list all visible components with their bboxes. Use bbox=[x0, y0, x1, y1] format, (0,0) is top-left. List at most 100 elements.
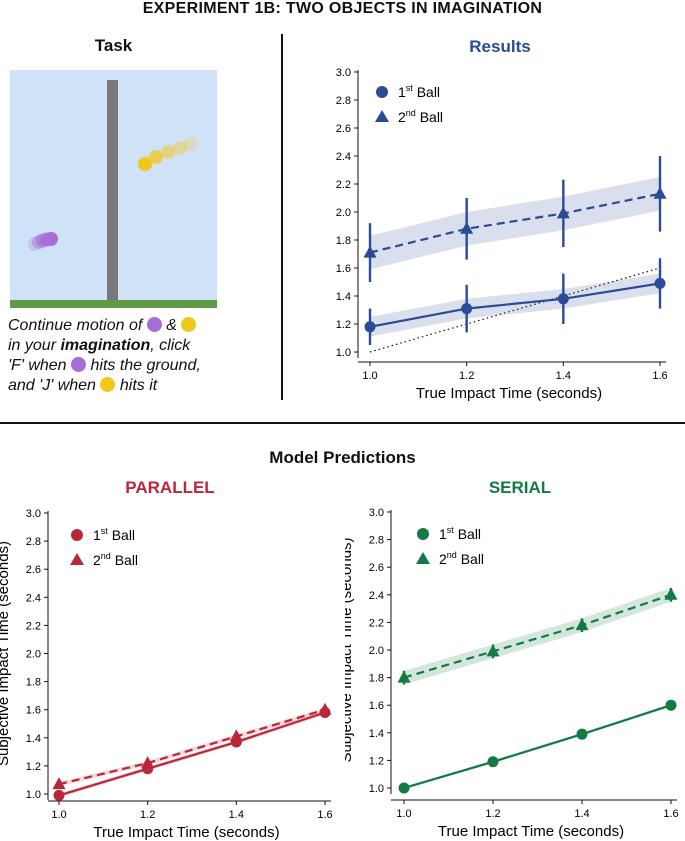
legend-first-ball-label: 1st Ball bbox=[439, 525, 481, 542]
second-ball-point bbox=[229, 729, 243, 742]
task-scene-illustration bbox=[10, 80, 217, 308]
x-axis-label: True Impact Time (seconds) bbox=[438, 823, 624, 840]
y-tick-label: 1.8 bbox=[369, 673, 384, 685]
y-tick-label: 1.0 bbox=[369, 783, 384, 795]
second-ball-line bbox=[403, 593, 672, 679]
first-ball-point bbox=[557, 293, 569, 305]
results-chart: 1.0 1.2 1.4 1.6 1.8 2.0 2.2 2.4 2.6 2.8 3.0 1.0 1.2 1… bbox=[336, 67, 668, 402]
y-tick-label: 2.4 bbox=[369, 590, 384, 602]
y-axis-label: Subjective Impact Time (seconds) bbox=[345, 537, 355, 762]
second-ball-line bbox=[58, 708, 326, 786]
first-ball-point bbox=[398, 782, 410, 794]
y-tick-label: 1.4 bbox=[369, 728, 384, 740]
y-axis-label: Subjective Impact Time (seconds) bbox=[0, 541, 12, 766]
x-axis-label: True Impact Time (seconds) bbox=[416, 385, 602, 402]
first-ball-band bbox=[370, 273, 660, 337]
y-tick-label: 1.4 bbox=[336, 291, 351, 303]
purple-ball bbox=[44, 232, 58, 246]
legend-second-ball-marker bbox=[375, 110, 389, 122]
x-tick-label: 1.6 bbox=[317, 809, 332, 821]
legend-second-ball-label: 2nd Ball bbox=[439, 550, 484, 567]
parallel-chart: 1.0 1.2 1.4 1.6 1.8 2.0 2.2 2.4 2.6 2.8 3.0 1.0 1.2 1… bbox=[0, 508, 333, 841]
first-ball-point bbox=[364, 321, 376, 333]
purple-ball-trail bbox=[28, 232, 58, 251]
y-tick-label: 2.0 bbox=[336, 207, 351, 219]
first-ball-point bbox=[461, 303, 473, 315]
x-tick-label: 1.4 bbox=[229, 809, 244, 821]
pole bbox=[107, 80, 118, 302]
y-tick-label: 1.6 bbox=[26, 705, 41, 717]
y-tick-label: 2.6 bbox=[336, 123, 351, 135]
legend-first-ball-label: 1st Ball bbox=[93, 526, 135, 543]
first-ball-line bbox=[58, 711, 326, 797]
legend-first-ball-marker bbox=[376, 86, 388, 98]
x-tick-label: 1.2 bbox=[459, 370, 474, 382]
first-ball-point bbox=[576, 728, 588, 740]
y-tick-label: 2.6 bbox=[26, 564, 41, 576]
x-tick-label: 1.0 bbox=[362, 370, 377, 382]
y-tick-label: 1.0 bbox=[26, 789, 41, 801]
second-ball-point bbox=[52, 777, 66, 790]
y-tick-label: 1.4 bbox=[26, 733, 41, 745]
legend-second-ball-marker bbox=[416, 552, 430, 564]
y-tick-label: 2.0 bbox=[26, 649, 41, 661]
results-title: Results bbox=[469, 37, 531, 56]
legend-second-ball-label: 2nd Ball bbox=[398, 108, 443, 125]
y-tick-label: 1.8 bbox=[336, 235, 351, 247]
serial-title: SERIAL bbox=[488, 478, 552, 497]
x-tick-label: 1.6 bbox=[652, 370, 667, 382]
y-tick-label: 2.2 bbox=[369, 617, 384, 629]
second-ball-band bbox=[59, 707, 325, 787]
x-tick-label: 1.4 bbox=[556, 370, 571, 382]
x-tick-label: 1.6 bbox=[663, 808, 678, 820]
x-tick-label: 1.0 bbox=[51, 809, 66, 821]
yellow-ball-trail bbox=[138, 137, 197, 171]
y-tick-label: 1.2 bbox=[26, 761, 41, 773]
y-tick-label: 1.0 bbox=[336, 347, 351, 359]
y-tick-label: 2.2 bbox=[26, 620, 41, 632]
y-tick-label: 1.8 bbox=[26, 677, 41, 689]
second-ball-band bbox=[370, 177, 660, 270]
purple-ball-icon bbox=[146, 317, 162, 332]
y-tick-label: 2.4 bbox=[26, 592, 41, 604]
x-axis-label: True Impact Time (seconds) bbox=[93, 824, 279, 841]
y-tick-label: 1.6 bbox=[369, 700, 384, 712]
y-tick-label: 2.8 bbox=[26, 536, 41, 548]
task-title: Task bbox=[94, 36, 133, 55]
legend-second-ball-marker bbox=[70, 553, 84, 565]
vertical-divider bbox=[281, 34, 283, 400]
first-ball-point bbox=[487, 756, 499, 768]
first-ball-point bbox=[654, 277, 666, 289]
second-ball-point bbox=[575, 618, 589, 631]
yellow-ball-icon bbox=[100, 377, 116, 392]
yellow-ball bbox=[138, 157, 152, 171]
y-tick-label: 2.2 bbox=[336, 179, 351, 191]
y-tick-label: 2.4 bbox=[336, 151, 351, 163]
serial-chart: 1.0 1.2 1.4 1.6 1.8 2.0 2.2 2.4 2.6 2.8 3.0 1.0 1.2 1… bbox=[345, 507, 679, 840]
y-tick-label: 2.8 bbox=[336, 95, 351, 107]
first-ball-line bbox=[369, 282, 661, 328]
second-ball-point bbox=[397, 670, 411, 683]
yellow-ball-icon bbox=[181, 317, 197, 332]
model-predictions-title: Model Predictions bbox=[269, 448, 416, 467]
x-tick-label: 1.0 bbox=[396, 808, 411, 820]
second-ball-band bbox=[404, 587, 671, 685]
second-ball-point bbox=[486, 644, 500, 657]
y-tick-label: 3.0 bbox=[336, 67, 351, 79]
y-tick-label: 3.0 bbox=[26, 508, 41, 520]
figure-title: EXPERIMENT 1B: TWO OBJECTS IN IMAGINATIO… bbox=[142, 0, 543, 17]
y-tick-label: 1.2 bbox=[369, 755, 384, 767]
ground bbox=[10, 300, 217, 308]
legend-first-ball-marker bbox=[417, 528, 429, 540]
first-ball-point bbox=[665, 699, 677, 711]
legend-first-ball-marker bbox=[71, 529, 83, 541]
x-tick-label: 1.2 bbox=[140, 809, 155, 821]
y-tick-label: 3.0 bbox=[369, 507, 384, 519]
y-tick-label: 1.2 bbox=[336, 319, 351, 331]
legend-second-ball-label: 2nd Ball bbox=[93, 551, 138, 568]
y-tick-label: 2.8 bbox=[369, 535, 384, 547]
second-ball-point bbox=[363, 245, 377, 258]
task-caption: Continue motion of & in your imagination… bbox=[8, 317, 201, 394]
first-ball-line bbox=[403, 704, 672, 790]
second-ball-point bbox=[556, 206, 570, 219]
